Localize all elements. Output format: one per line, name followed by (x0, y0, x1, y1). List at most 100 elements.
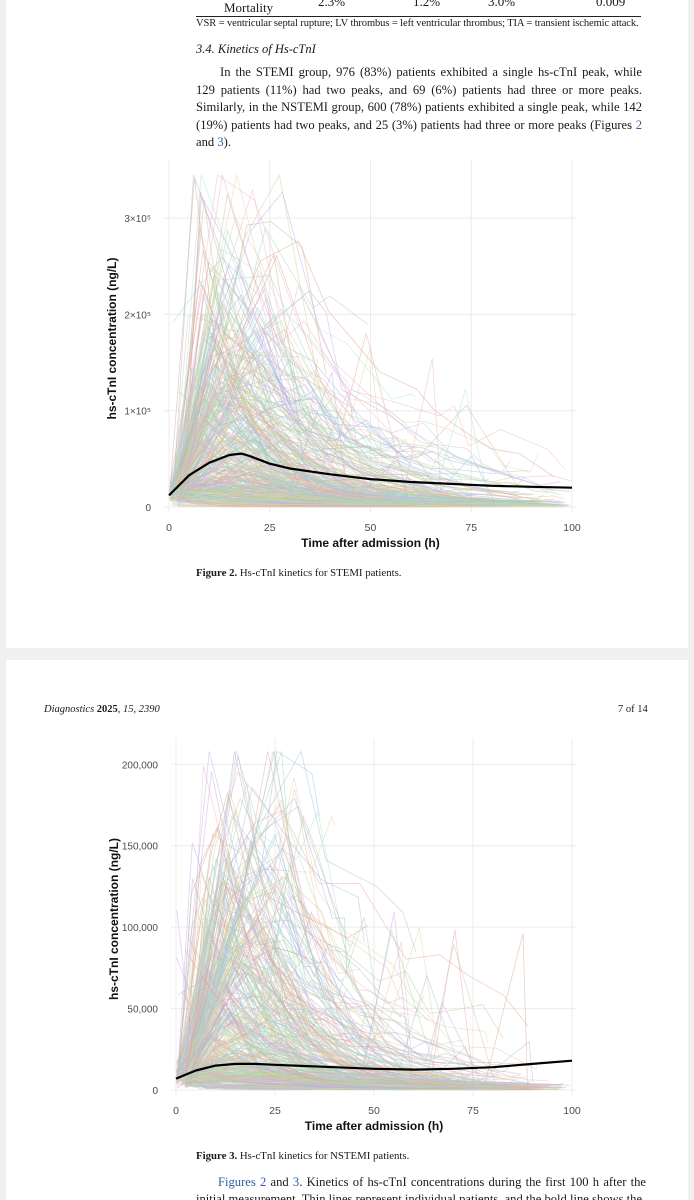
patient-line (170, 346, 391, 484)
patient-line (186, 815, 336, 1076)
section-heading: 3.4. Kinetics of Hs-cTnI (196, 42, 316, 56)
caption-label: Figure 3. (196, 1150, 238, 1162)
patient-line (177, 174, 553, 492)
figure-2-caption: Figure 2. Hs-cTnI kinetics for STEMI pat… (196, 567, 402, 579)
y-tick-label: 1×10⁵ (124, 407, 151, 418)
patient-line (177, 842, 426, 1085)
patient-line (171, 216, 539, 486)
patient-line (191, 927, 375, 1078)
figure-3-chart: 0 50,000 100,000 150,000 200,000 0 25 50 75 100 Ti… (107, 738, 581, 1133)
patient-line (169, 491, 314, 502)
patient-line (183, 1068, 551, 1087)
patient-line (170, 265, 497, 500)
patient-line (172, 191, 434, 484)
patient-line (181, 335, 269, 488)
patient-line (181, 351, 518, 501)
patient-line (183, 927, 440, 1074)
patient-line (177, 798, 533, 1074)
patient-line (179, 364, 332, 497)
patient-line (180, 325, 371, 487)
figure-3-link[interactable]: 3 (217, 135, 224, 150)
mean-line (175, 1059, 573, 1080)
patient-line (185, 856, 476, 1088)
patient-line (181, 815, 371, 1073)
journal-volume: , 15, 2390 (117, 704, 160, 715)
x-axis-title: Time after admission (h) (301, 536, 439, 550)
patient-line (182, 854, 356, 1082)
patient-line (180, 442, 328, 497)
patient-line (182, 910, 302, 1073)
patient-line (191, 841, 369, 1071)
patient-line (169, 410, 523, 502)
x-tick-label: 50 (368, 1105, 380, 1117)
patient-line (172, 358, 562, 502)
patient-line (173, 428, 487, 492)
patient-line (175, 200, 408, 492)
patient-line (177, 934, 314, 1071)
x-tick-label: 100 (563, 1105, 581, 1117)
paragraph-text: and (196, 135, 218, 150)
patient-line (179, 506, 473, 508)
patient-line (170, 492, 439, 506)
y-tick-label: 150,000 (122, 842, 159, 853)
patient-line (186, 1050, 522, 1088)
journal-header: Diagnostics 2025, 15, 2390 (44, 704, 160, 715)
x-tick-label: 25 (269, 1105, 281, 1117)
y-tick-label: 50,000 (127, 1005, 158, 1016)
x-tick-label: 75 (465, 522, 477, 534)
patient-line (191, 961, 324, 1083)
patient-line (171, 377, 515, 507)
paragraph-text: In the STEMI group, 976 (83%) patients e… (196, 65, 642, 132)
table-cell-value: 0.009 (596, 0, 626, 9)
patient-line (180, 796, 375, 1071)
caption-label: Figure 2. (196, 567, 238, 579)
patient-line (180, 174, 457, 490)
y-tick-label: 2×10⁵ (124, 310, 151, 321)
patient-line (173, 498, 415, 507)
patient-line (184, 1065, 499, 1088)
patient-line (175, 1029, 316, 1073)
patient-line (189, 939, 363, 1075)
patient-lines (175, 750, 570, 1091)
page-number: 7 of 14 (618, 704, 648, 715)
x-axis-title: Time after admission (h) (305, 1119, 443, 1133)
figure-2-chart: 0 1×10⁵ 2×10⁵ 3×10⁵ 0 25 50 75 100 Time after adm… (105, 160, 581, 550)
x-tick-label: 50 (365, 522, 377, 534)
patient-line (190, 875, 358, 1064)
patient-line (178, 456, 416, 502)
x-tick-label: 100 (563, 522, 581, 534)
patient-lines (168, 173, 572, 508)
patient-line (190, 814, 429, 1073)
paragraph-text: and (266, 1175, 293, 1189)
patient-line (190, 805, 350, 1077)
patient-line (181, 783, 411, 1065)
patient-line (174, 377, 492, 494)
table-cell-value: 1.2% (413, 0, 441, 9)
patient-line (171, 389, 459, 501)
table-cell-value: 2.3% (318, 0, 346, 9)
patient-line (178, 1052, 327, 1073)
figure-2-link[interactable]: 2 (635, 117, 642, 132)
patient-line (190, 911, 334, 1068)
patient-line (188, 939, 521, 1078)
patient-line (189, 1080, 510, 1089)
figure-3-link[interactable]: 3 (292, 1175, 300, 1189)
y-tick-label: 3×10⁵ (124, 214, 151, 225)
patient-line (170, 313, 378, 491)
patient-line (177, 418, 501, 501)
table-bottom-rule (196, 16, 641, 17)
patient-line (173, 453, 486, 503)
patient-line (184, 351, 557, 491)
patient-line (188, 993, 482, 1085)
table-cell-value: 3.0% (488, 0, 516, 9)
table-row-mortality: Mortality 2.3% 1.2% 3.0% 0.009 (196, 0, 641, 15)
y-tick-label: 0 (145, 503, 151, 514)
journal-name: Diagnostics (44, 704, 97, 715)
patient-line (191, 1035, 549, 1081)
patient-line (186, 1077, 562, 1091)
patient-line (184, 976, 481, 1084)
patient-line (182, 786, 365, 1079)
figure-2-link[interactable]: Figures 2 (218, 1175, 267, 1189)
y-axis-title: hs-cTnI concentration (ng/L) (107, 838, 121, 1000)
table-cell-label: Mortality (224, 0, 274, 15)
